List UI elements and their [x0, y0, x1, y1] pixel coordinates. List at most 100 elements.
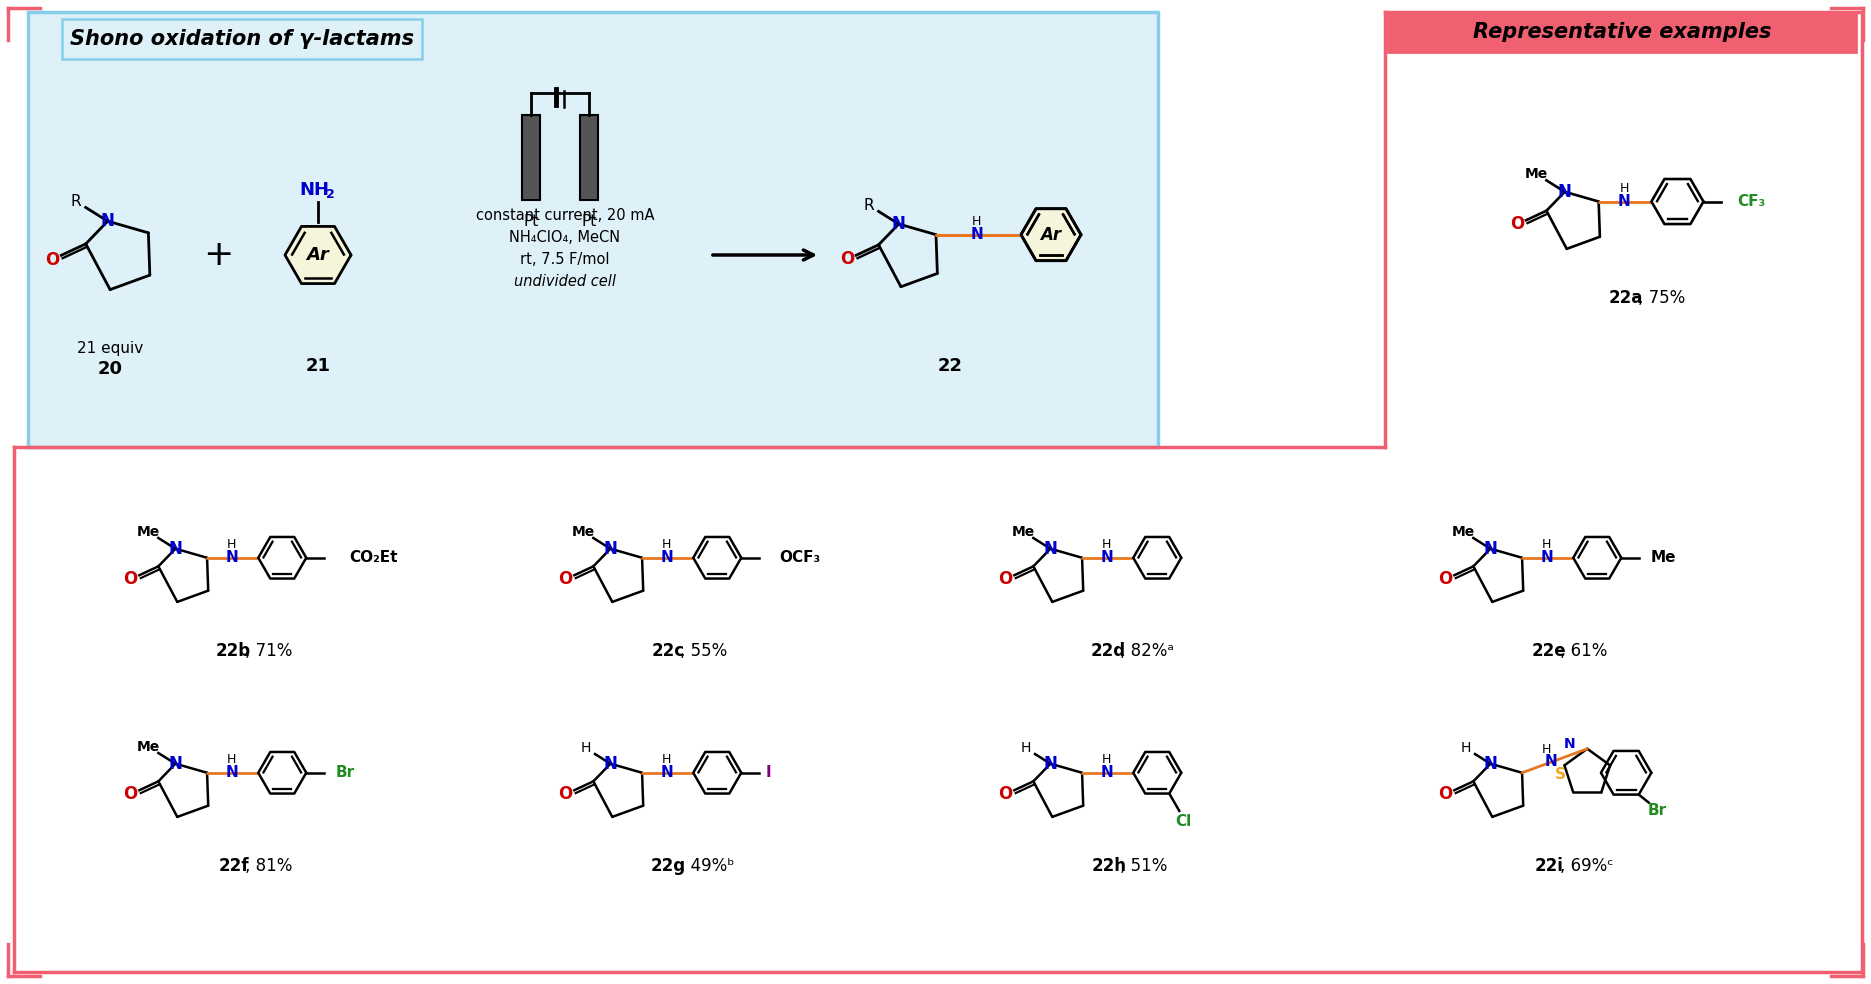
Text: Me: Me	[1525, 167, 1547, 181]
Text: CF₃: CF₃	[1736, 194, 1764, 209]
Text: constant current, 20 mA: constant current, 20 mA	[475, 208, 655, 222]
Text: N: N	[660, 550, 674, 565]
Text: 22g: 22g	[651, 857, 687, 875]
Text: Cl: Cl	[1175, 814, 1192, 829]
Text: , 61%: , 61%	[1560, 642, 1607, 660]
Text: H: H	[973, 215, 982, 228]
Text: O: O	[840, 251, 855, 269]
Text: N: N	[971, 227, 982, 242]
Bar	[1388, 12, 1856, 52]
Text: N: N	[1100, 550, 1113, 565]
Text: N: N	[225, 550, 238, 565]
Text: , 75%: , 75%	[1637, 289, 1686, 307]
Text: 20: 20	[97, 360, 122, 378]
Text: N: N	[1100, 766, 1113, 780]
Text: , 51%: , 51%	[1121, 857, 1168, 875]
Text: H: H	[1102, 538, 1111, 551]
Text: OCF₃: OCF₃	[778, 550, 821, 565]
Text: N: N	[1618, 194, 1630, 209]
Text: , 81%: , 81%	[245, 857, 292, 875]
Text: Br: Br	[335, 766, 354, 780]
Text: undivided cell: undivided cell	[515, 274, 616, 288]
Text: 21 equiv: 21 equiv	[77, 341, 142, 356]
Text: 22c: 22c	[653, 642, 685, 660]
Text: NH₄ClO₄, MeCN: NH₄ClO₄, MeCN	[509, 229, 621, 244]
Text: O: O	[1439, 785, 1452, 804]
Text: H: H	[1542, 743, 1551, 757]
Text: H: H	[1020, 741, 1031, 755]
Text: +: +	[202, 238, 234, 272]
Text: , 55%: , 55%	[679, 642, 728, 660]
Bar	[580, 115, 599, 200]
Text: Me: Me	[571, 524, 595, 538]
Text: NH: NH	[299, 181, 329, 199]
Text: Ar: Ar	[307, 246, 329, 264]
Text: O: O	[1510, 215, 1525, 233]
Text: Me: Me	[1650, 550, 1676, 565]
Text: Ar: Ar	[1040, 225, 1061, 244]
Polygon shape	[1022, 209, 1081, 261]
Text: N: N	[1564, 737, 1575, 751]
Text: 22: 22	[937, 357, 962, 375]
Text: Representative examples: Representative examples	[1472, 22, 1772, 42]
Text: Me: Me	[1452, 524, 1474, 538]
Text: rt, 7.5 F/mol: rt, 7.5 F/mol	[520, 252, 610, 267]
Text: , 49%ᵇ: , 49%ᵇ	[679, 857, 735, 875]
Text: 2: 2	[326, 188, 335, 201]
Text: H: H	[580, 741, 591, 755]
Text: H: H	[1461, 741, 1471, 755]
Text: N: N	[1540, 550, 1553, 565]
Text: N: N	[1484, 755, 1497, 772]
Text: N: N	[1044, 755, 1057, 772]
Text: H: H	[662, 754, 672, 767]
Text: 22h: 22h	[1091, 857, 1126, 875]
Text: R: R	[71, 194, 80, 209]
Text: N: N	[168, 539, 181, 558]
Text: , 71%: , 71%	[245, 642, 292, 660]
Text: Pt: Pt	[582, 214, 597, 229]
Text: O: O	[997, 785, 1012, 804]
Text: R: R	[863, 198, 874, 213]
Text: Me: Me	[1012, 524, 1035, 538]
Text: N: N	[168, 755, 181, 772]
Polygon shape	[284, 226, 352, 283]
Text: O: O	[558, 571, 573, 588]
Text: 22b: 22b	[215, 642, 251, 660]
Text: Shono oxidation of γ-lactams: Shono oxidation of γ-lactams	[69, 29, 413, 49]
Text: 21: 21	[305, 357, 331, 375]
Text: O: O	[123, 785, 137, 804]
Text: N: N	[1559, 183, 1572, 201]
Text: N: N	[892, 215, 906, 233]
Text: CO₂Et: CO₂Et	[348, 550, 397, 565]
Text: H: H	[1542, 538, 1551, 551]
Text: 22i: 22i	[1534, 857, 1562, 875]
Text: N: N	[1484, 539, 1497, 558]
Text: N: N	[660, 766, 674, 780]
Text: I: I	[765, 766, 771, 780]
Text: 22f: 22f	[219, 857, 249, 875]
Text: O: O	[558, 785, 573, 804]
Text: 22e: 22e	[1530, 642, 1566, 660]
Text: O: O	[45, 251, 60, 269]
Bar	[522, 115, 541, 200]
Bar	[28, 12, 1158, 447]
Text: H: H	[662, 538, 672, 551]
Text: N: N	[1044, 539, 1057, 558]
Text: , 69%ᶜ: , 69%ᶜ	[1560, 857, 1613, 875]
Text: O: O	[1439, 571, 1452, 588]
Text: S: S	[1555, 768, 1566, 782]
Text: N: N	[604, 539, 617, 558]
Text: O: O	[123, 571, 137, 588]
Text: N: N	[101, 213, 114, 230]
Text: 22d: 22d	[1091, 642, 1126, 660]
Text: H: H	[226, 538, 236, 551]
Text: Me: Me	[137, 524, 159, 538]
Text: O: O	[997, 571, 1012, 588]
Text: 22a: 22a	[1609, 289, 1643, 307]
Text: N: N	[604, 755, 617, 772]
Bar	[62, 19, 423, 59]
Text: H: H	[226, 754, 236, 767]
Text: Me: Me	[137, 740, 159, 754]
Text: Pt: Pt	[524, 214, 539, 229]
Text: Br: Br	[1646, 803, 1667, 818]
